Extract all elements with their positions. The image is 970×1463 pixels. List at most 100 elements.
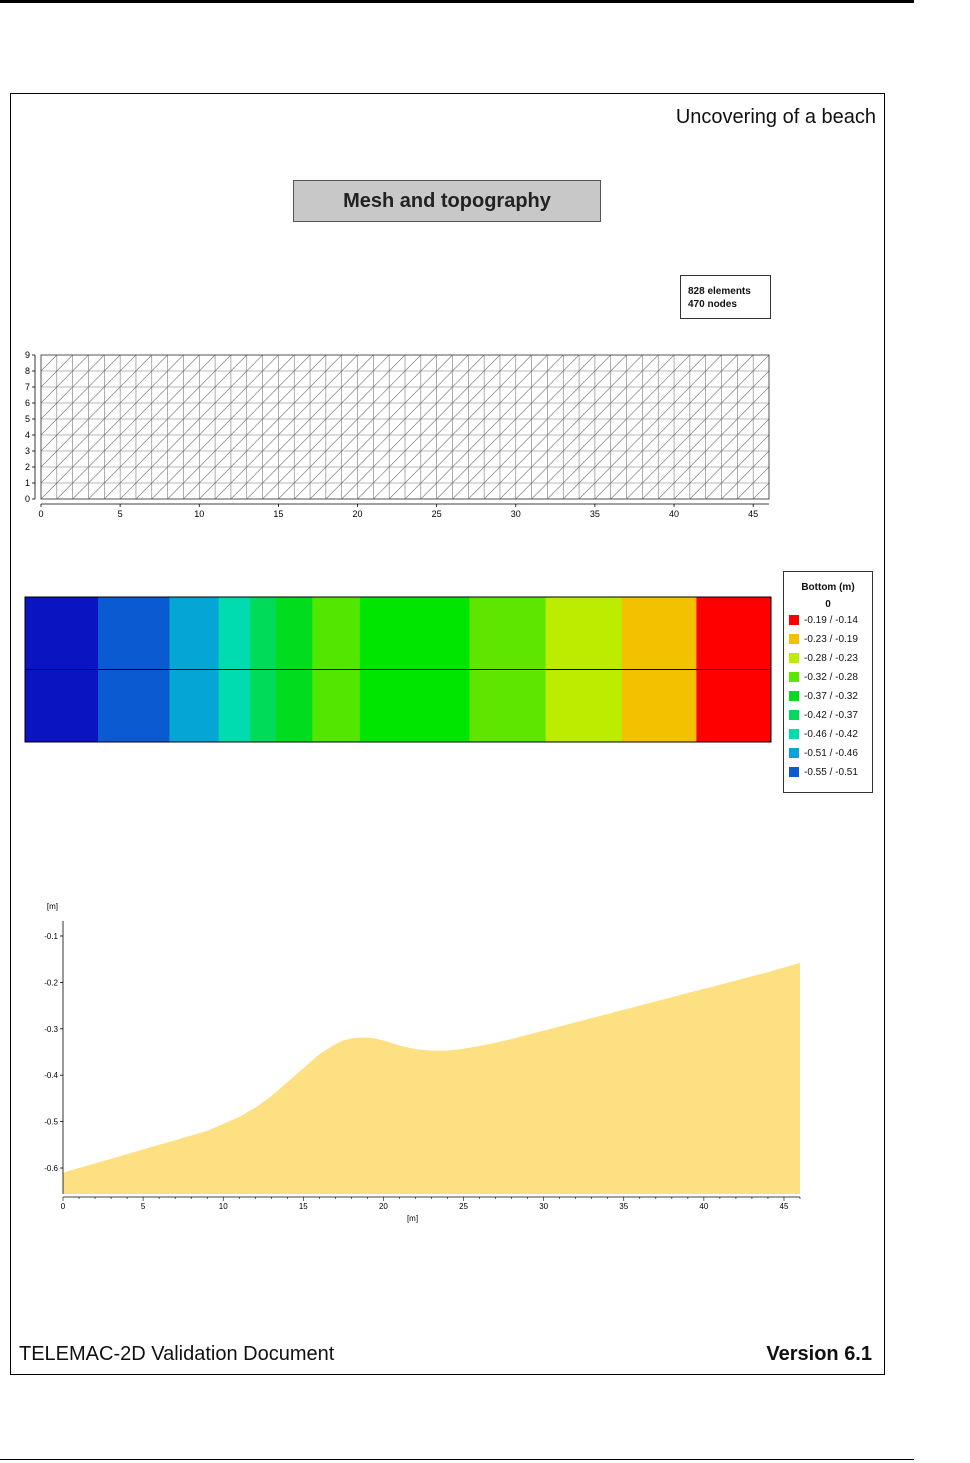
mesh-edge bbox=[262, 418, 279, 436]
mesh-edge bbox=[119, 418, 137, 436]
mesh-edge bbox=[199, 370, 216, 388]
mesh-edge bbox=[72, 434, 89, 452]
mesh-edge bbox=[214, 482, 232, 500]
mesh-edge bbox=[262, 482, 279, 500]
mesh-edge bbox=[72, 402, 89, 420]
element-count: 828 elements bbox=[688, 286, 751, 297]
legend-item: -0.46 / -0.42 bbox=[789, 728, 858, 740]
mesh-edge bbox=[626, 482, 643, 500]
mesh-edge bbox=[420, 434, 437, 452]
mesh-edge bbox=[294, 418, 311, 436]
mesh-edge bbox=[436, 450, 453, 468]
mesh-edge bbox=[230, 386, 247, 404]
mesh-edge bbox=[452, 370, 469, 388]
mesh-edge bbox=[404, 482, 422, 500]
mesh-edge bbox=[452, 450, 469, 468]
mesh-edge bbox=[468, 434, 485, 452]
mesh-edge bbox=[705, 370, 722, 388]
mesh-edge bbox=[515, 386, 532, 404]
mesh-edge bbox=[547, 386, 564, 404]
mesh-edge bbox=[642, 450, 659, 468]
mesh-edge bbox=[214, 434, 232, 452]
mesh-edge bbox=[721, 418, 738, 436]
mesh-edge bbox=[499, 482, 516, 500]
mesh-edge bbox=[404, 450, 422, 468]
mesh-edge bbox=[151, 354, 168, 372]
legend-swatch bbox=[789, 691, 799, 701]
mesh-edge bbox=[721, 402, 738, 420]
mesh-y-tick-label: 8 bbox=[25, 366, 30, 376]
mesh-edge bbox=[721, 354, 738, 372]
legend-item: -0.23 / -0.19 bbox=[789, 633, 858, 645]
profile-x-tick-label: 5 bbox=[141, 1202, 146, 1211]
mesh-edge bbox=[468, 450, 485, 468]
mesh-edge bbox=[594, 370, 611, 388]
mesh-edge bbox=[468, 354, 485, 372]
mesh-edge bbox=[610, 418, 627, 436]
mesh-edge bbox=[452, 354, 469, 372]
mesh-edge bbox=[547, 466, 564, 484]
mesh-edge bbox=[88, 402, 105, 420]
mesh-edge bbox=[404, 402, 422, 420]
mesh-edge bbox=[673, 354, 691, 372]
topo-border bbox=[24, 596, 772, 743]
mesh-edge bbox=[214, 386, 232, 404]
mesh-edge bbox=[135, 402, 152, 420]
profile-x-tick-label: 10 bbox=[219, 1202, 228, 1211]
mesh-edge bbox=[104, 370, 121, 388]
mesh-edge bbox=[594, 466, 611, 484]
mesh-edge bbox=[547, 354, 564, 372]
mesh-edge bbox=[721, 482, 738, 500]
mesh-edge bbox=[658, 482, 675, 500]
mesh-edge bbox=[594, 386, 611, 404]
mesh-edge bbox=[689, 482, 706, 500]
legend-item: -0.19 / -0.14 bbox=[789, 614, 858, 626]
mesh-edge bbox=[325, 450, 342, 468]
mesh-x-tick-label: 40 bbox=[669, 509, 679, 519]
mesh-edge bbox=[689, 450, 706, 468]
mesh-edge bbox=[325, 402, 342, 420]
mesh-y-tick-label: 5 bbox=[25, 414, 30, 424]
mesh-edge bbox=[262, 466, 279, 484]
mesh-edge bbox=[278, 402, 295, 420]
legend-swatch bbox=[789, 653, 799, 663]
mesh-edge bbox=[72, 370, 89, 388]
mesh-edge bbox=[230, 450, 247, 468]
top-rule bbox=[0, 0, 914, 3]
mesh-x-tick-label: 35 bbox=[590, 509, 600, 519]
mesh-edge bbox=[578, 370, 596, 388]
mesh-edge bbox=[515, 370, 532, 388]
legend-label: -0.32 / -0.28 bbox=[804, 671, 858, 683]
mesh-edge bbox=[642, 482, 659, 500]
legend-swatch bbox=[789, 615, 799, 625]
mesh-edge bbox=[309, 418, 327, 436]
mesh-edge bbox=[436, 354, 453, 372]
mesh-edge bbox=[246, 482, 263, 500]
mesh-edge bbox=[452, 482, 469, 500]
mesh-edge bbox=[752, 418, 770, 436]
mesh-edge bbox=[515, 466, 532, 484]
mesh-edge bbox=[183, 466, 200, 484]
figure-caption: Mesh and topography bbox=[293, 180, 601, 222]
profile-x-tick-label: 0 bbox=[61, 1202, 66, 1211]
mesh-x-tick-label: 15 bbox=[273, 509, 283, 519]
mesh-edge bbox=[721, 450, 738, 468]
mesh-edge bbox=[420, 418, 437, 436]
mesh-edge bbox=[56, 370, 73, 388]
mesh-edge bbox=[151, 402, 168, 420]
mesh-edge bbox=[246, 386, 263, 404]
mesh-grid bbox=[40, 354, 770, 500]
mesh-edge bbox=[183, 482, 200, 500]
mesh-edge bbox=[230, 482, 247, 500]
mesh-edge bbox=[578, 466, 596, 484]
mesh-edge bbox=[436, 370, 453, 388]
legend-swatch bbox=[789, 710, 799, 720]
mesh-edge bbox=[404, 418, 422, 436]
mesh-edge bbox=[88, 386, 105, 404]
profile-y-tick-label: -0.3 bbox=[44, 1025, 58, 1034]
mesh-edge bbox=[199, 418, 216, 436]
mesh-edge bbox=[594, 354, 611, 372]
mesh-x-tick-label: 20 bbox=[353, 509, 363, 519]
mesh-edge bbox=[547, 370, 564, 388]
